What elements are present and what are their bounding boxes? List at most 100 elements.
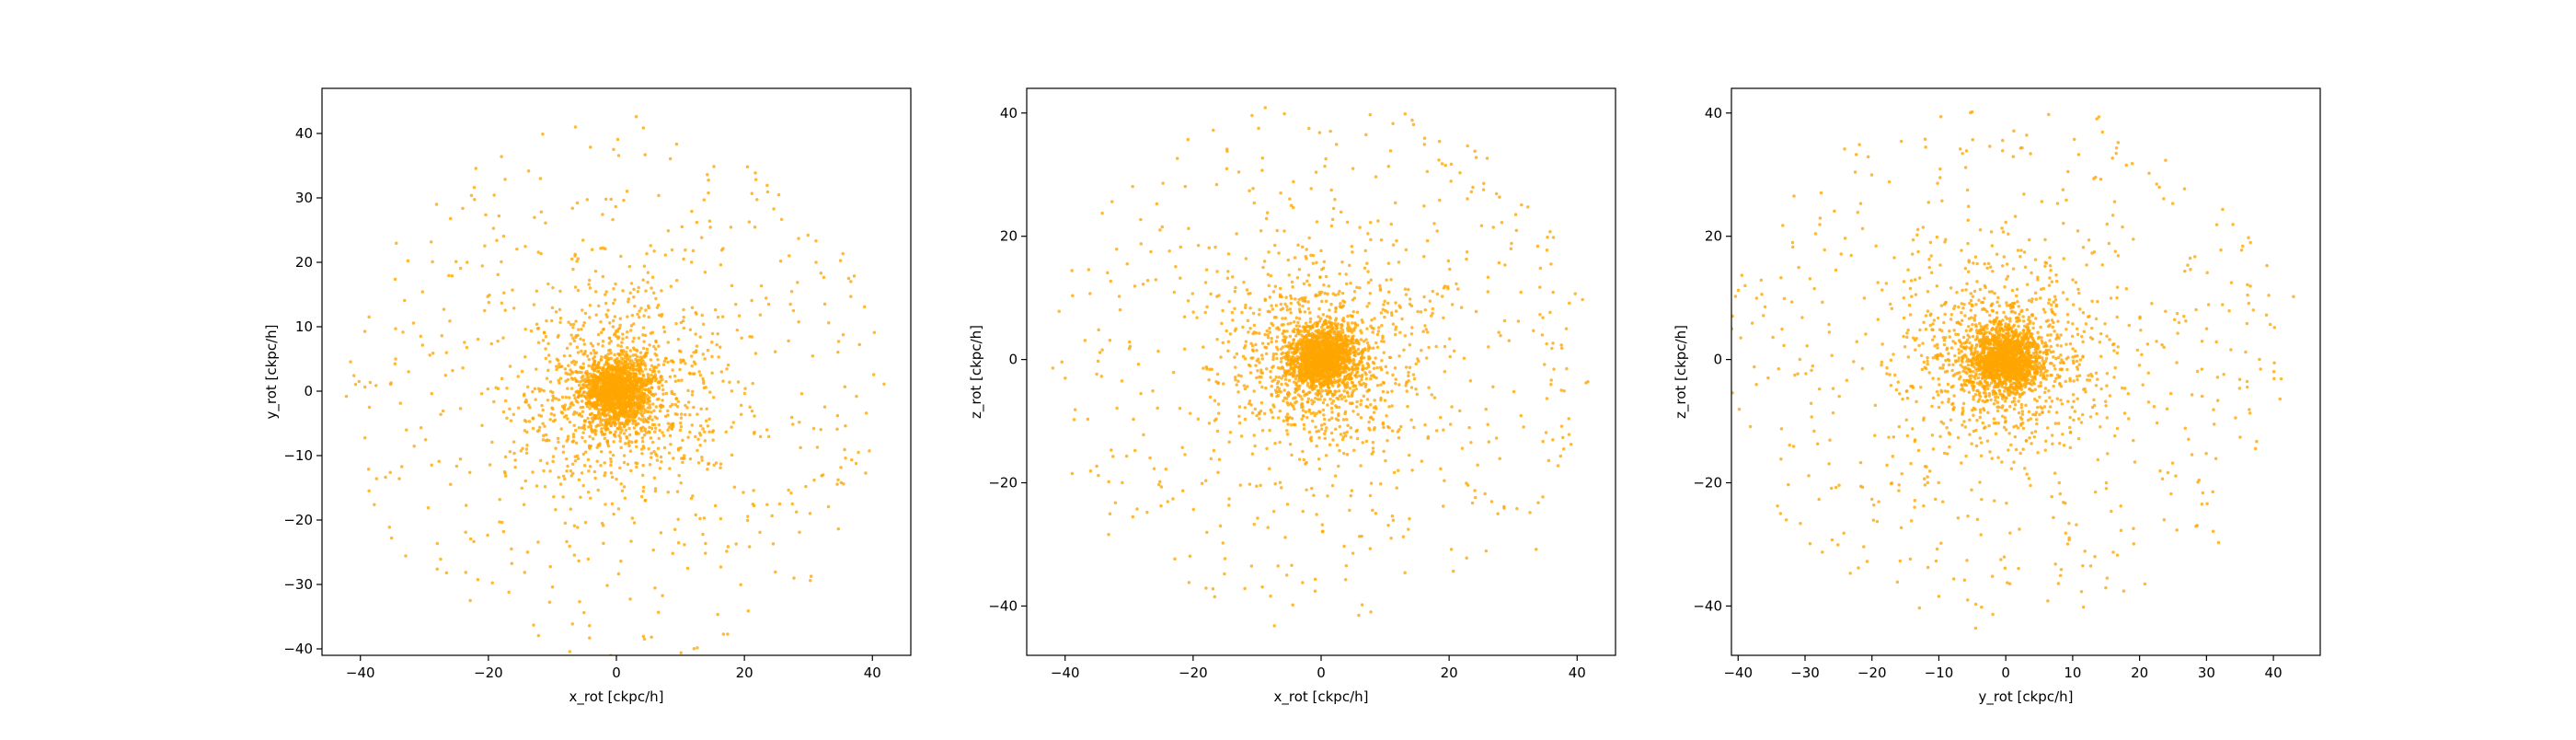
scatter-point [686,567,690,571]
scatter-point [570,370,574,374]
scatter-point [1293,328,1296,331]
scatter-point [544,221,547,225]
scatter-point [558,308,562,312]
scatter-point [696,221,699,225]
scatter-point [549,380,553,384]
scatter-point [583,395,587,399]
scatter-point [712,165,716,168]
scatter-point [619,407,623,410]
scatter-point [604,293,607,296]
scatter-point [539,252,543,256]
scatter-point [672,361,675,364]
scatter-point [557,334,560,338]
scatter-point [595,313,599,317]
scatter-point [1264,387,1268,390]
scatter-point [439,413,443,417]
scatter-point [449,482,453,486]
scatter-point [632,387,636,390]
scatter-point [509,450,512,454]
scatter-point [1202,345,1205,349]
scatter-point [677,474,681,478]
scatter-point [557,359,560,363]
scatter-point [1287,359,1291,363]
scatter-point [1338,272,1341,276]
scatter-point [349,360,352,364]
scatter-point [765,184,769,188]
scatter-point [827,505,831,509]
scatter-point [1271,416,1275,420]
scatter-point [1280,360,1283,364]
scatter-point [502,530,506,534]
scatter-point [583,390,587,394]
scatter-point [1317,367,1320,371]
scatter-point [640,406,644,410]
scatter-point [721,247,725,250]
scatter-point [844,386,847,389]
scatter-point [607,366,611,370]
scatter-point [627,400,630,404]
scatter-point [611,503,615,506]
scatter-point [850,458,854,462]
scatter-point [600,450,604,454]
scatter-point [647,406,650,410]
scatter-point [690,210,694,214]
scatter-point [589,465,592,468]
scatter-point [571,377,575,381]
scatter-point [631,340,635,343]
scatter-point [672,457,675,460]
scatter-point [397,477,401,480]
scatter-point [617,353,621,356]
scatter-point [1347,335,1351,339]
scatter-point [427,506,431,510]
scatter-point [611,218,615,222]
scatter-point [523,503,526,506]
scatter-point [684,362,687,365]
scatter-point [650,636,653,640]
scatter-point [525,400,529,404]
scatter-point [508,407,512,410]
scatter-point [461,366,465,370]
scatter-point [537,413,541,417]
scatter-point [654,379,658,383]
scatter-point [1453,349,1456,353]
scatter-point [538,389,542,393]
scatter-point [649,390,652,394]
scatter-point [598,411,602,415]
scatter-point [1346,315,1350,318]
scatter-point [680,425,684,429]
x-tick-label: 40 [864,665,881,681]
scatter-point [374,384,378,387]
scatter-point [591,394,594,398]
scatter-point [571,403,575,407]
scatter-point [618,423,622,427]
scatter-point [550,406,554,410]
scatter-point [841,252,845,256]
scatter-point [734,542,738,546]
scatter-point [551,286,555,290]
scatter-point [1305,330,1309,334]
scatter-point [792,309,796,313]
scatter-point [647,447,650,451]
scatter-point [663,360,667,364]
scatter-point [1332,376,1336,379]
scatter-point [662,326,666,330]
scatter-point [604,414,608,418]
scatter-point [574,125,578,129]
scatter-point [492,400,496,404]
scatter-point [1286,503,1290,506]
scatter-point [465,571,468,574]
scatter-point [607,363,611,366]
scatter-point [864,471,868,475]
scatter-point [614,298,617,302]
scatter-point [627,445,631,448]
scatter-point [594,381,598,385]
scatter-point [399,401,403,405]
scatter-point [1353,374,1357,377]
scatter-point [1258,361,1261,364]
scatter-point [526,550,530,554]
scatter-point [641,474,645,478]
scatter-point [1317,329,1321,332]
scatter-point [475,167,478,170]
scatter-point [1329,321,1333,325]
